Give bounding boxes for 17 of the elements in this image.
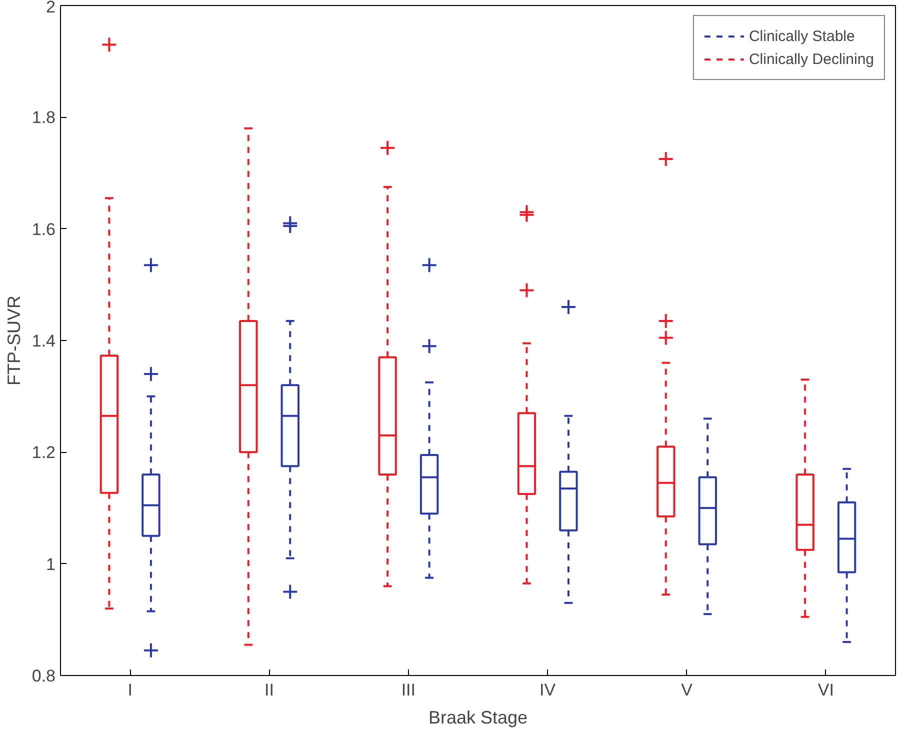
y-tick-label: 0.8 xyxy=(32,666,56,686)
y-tick-label: 1.4 xyxy=(32,332,56,350)
y-axis-title: FTP-SUVR xyxy=(4,296,24,386)
y-tick-label: 2 xyxy=(46,0,56,16)
x-tick-label: I xyxy=(128,680,132,700)
x-tick-label: V xyxy=(681,680,694,700)
x-tick-label: III xyxy=(401,680,416,700)
y-tick-label: 1.8 xyxy=(32,108,56,128)
x-tick-label: IV xyxy=(540,680,556,700)
x-axis-title: Braak Stage xyxy=(428,708,528,728)
y-tick-label: 1 xyxy=(46,554,56,574)
legend-label: Clinically Stable xyxy=(748,28,855,44)
legend-label: Clinically Declining xyxy=(748,50,874,68)
y-tick-label: 1.2 xyxy=(32,443,56,462)
x-tick-label: II xyxy=(264,680,274,700)
x-tick-label: VI xyxy=(818,680,834,700)
y-tick-label: 1.6 xyxy=(32,220,56,239)
